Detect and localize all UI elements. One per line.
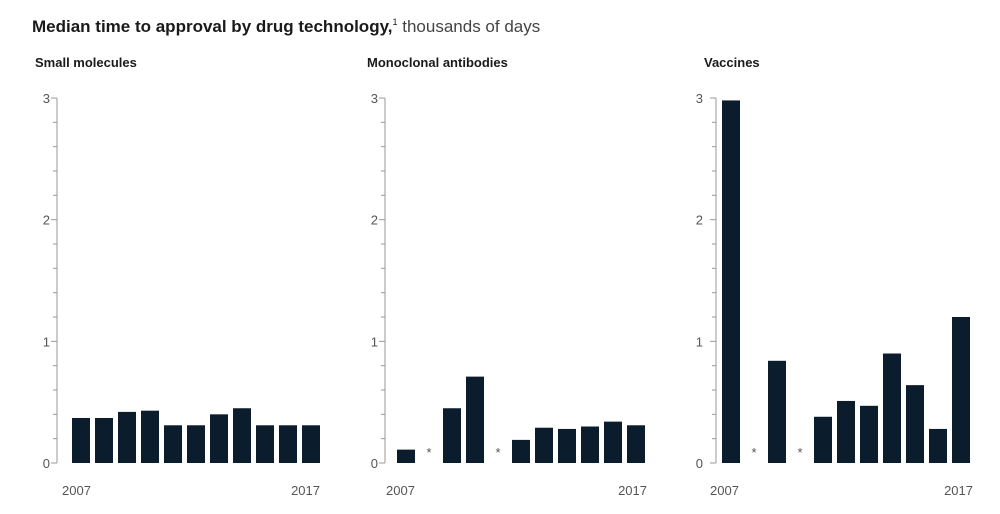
y-tick-label: 3 bbox=[43, 91, 50, 106]
y-tick-label: 0 bbox=[43, 456, 50, 471]
y-tick-label: 2 bbox=[696, 213, 703, 228]
bar-2007 bbox=[722, 100, 740, 463]
bar-2014 bbox=[558, 428, 576, 463]
y-tick-label: 2 bbox=[371, 213, 378, 228]
bar-2007 bbox=[397, 449, 415, 463]
x-tick-label-last: 2017 bbox=[618, 483, 647, 498]
bar-2017 bbox=[302, 425, 320, 463]
y-tick-label: 1 bbox=[43, 334, 50, 349]
bar-2017 bbox=[952, 317, 970, 463]
bar-2011 bbox=[814, 416, 832, 463]
y-tick-label: 0 bbox=[371, 456, 378, 471]
bar-2016 bbox=[279, 425, 297, 463]
bar-2013 bbox=[860, 405, 878, 463]
bar-2009 bbox=[768, 360, 786, 463]
panel-title: Vaccines bbox=[704, 55, 760, 70]
bar-2014 bbox=[233, 408, 251, 463]
missing-marker: * bbox=[751, 445, 756, 460]
bar-2015 bbox=[906, 385, 924, 463]
x-tick-label-last: 2017 bbox=[291, 483, 320, 498]
bar-2008 bbox=[95, 417, 113, 463]
x-tick-label-last: 2017 bbox=[944, 483, 973, 498]
bar-2016 bbox=[929, 428, 947, 463]
bar-2010 bbox=[141, 410, 159, 463]
bar-2015 bbox=[256, 425, 274, 463]
bar-2015 bbox=[581, 426, 599, 463]
bar-2011 bbox=[164, 425, 182, 463]
y-tick-label: 2 bbox=[43, 213, 50, 228]
title-unit: thousands of days bbox=[402, 17, 541, 36]
bar-2010 bbox=[466, 376, 484, 463]
bar-2012 bbox=[837, 400, 855, 463]
y-tick-label: 3 bbox=[371, 91, 378, 106]
missing-marker: * bbox=[426, 445, 431, 460]
y-tick-label: 1 bbox=[371, 334, 378, 349]
bar-2016 bbox=[604, 421, 622, 463]
y-tick-label: 1 bbox=[696, 334, 703, 349]
chart-panel-2: Monoclonal antibodies 0 1 2 3 * * 2007 2017 bbox=[367, 55, 647, 498]
missing-marker: * bbox=[797, 445, 802, 460]
missing-marker: * bbox=[495, 445, 500, 460]
bar-2017 bbox=[627, 425, 645, 463]
bar-2009 bbox=[443, 408, 461, 463]
bar-2013 bbox=[210, 414, 228, 463]
bar-2012 bbox=[187, 425, 205, 463]
panel-title: Small molecules bbox=[35, 55, 137, 70]
bar-2013 bbox=[535, 427, 553, 463]
bar-2009 bbox=[118, 411, 136, 463]
x-tick-label-first: 2007 bbox=[62, 483, 91, 498]
bar-2014 bbox=[883, 353, 901, 463]
chart-panel-3: Vaccines 0 1 2 3 * * 2007 2017 bbox=[696, 55, 973, 498]
title-main: Median time to approval by drug technolo… bbox=[32, 17, 393, 36]
chart-title: Median time to approval by drug technolo… bbox=[32, 10, 540, 39]
x-tick-label-first: 2007 bbox=[386, 483, 415, 498]
x-tick-label-first: 2007 bbox=[710, 483, 739, 498]
bar-2012 bbox=[512, 439, 530, 463]
y-tick-label: 0 bbox=[696, 456, 703, 471]
y-tick-label: 3 bbox=[696, 91, 703, 106]
bar-2007 bbox=[72, 417, 90, 463]
title-footnote: 1 bbox=[392, 17, 398, 27]
chart-panel-1: Small molecules 0 1 2 3 2007 2017 bbox=[35, 55, 320, 498]
panel-title: Monoclonal antibodies bbox=[367, 55, 508, 70]
